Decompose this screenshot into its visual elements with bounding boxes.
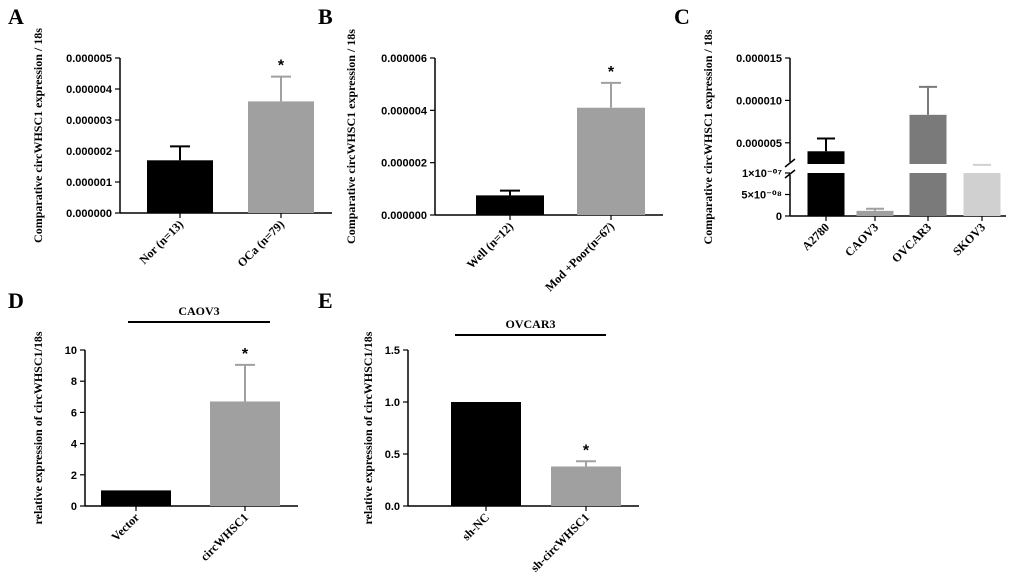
bar-upper [909,114,947,164]
y-tick-label: 1.0 [385,397,400,409]
panel-a: A 0.000000 0.000001 0.000002 0.000003 0.00000… [8,4,332,270]
x-tick-label: A2780 [799,220,832,253]
y-tick-label: 0.000002 [66,146,112,158]
y-tick-label: 0.000010 [736,95,782,107]
y-tick-label: 0.000000 [381,210,427,222]
y-tick-label: 5×10⁻⁰⁸ [741,190,782,202]
significance-marker: * [242,346,249,363]
panel-b: B 0.000000 0.000002 0.000004 0.000006 Compara… [318,4,663,294]
header-label: OVCAR3 [506,317,556,331]
y-tick-label: 2 [71,470,77,482]
y-tick-label: 0 [71,501,77,513]
x-tick-label: OCa (n=79) [234,217,287,270]
panel-letter: D [8,288,24,313]
panel-letter: E [318,288,333,313]
y-tick-label: 0.0 [385,501,400,513]
header-label: CAOV3 [178,304,219,318]
y-tick-label: 10 [65,345,77,357]
panel-letter: B [318,4,333,29]
x-tick-label: SKOV3 [950,220,988,258]
panel-d: D CAOV3 0 2 4 6 8 10 relative expression of circ… [8,288,298,564]
x-tick-label: Vector [109,510,143,544]
y-axis-label: Comparative circWHSC1 expression / 18s [31,28,45,243]
x-tick-label: sh-circWHSC1 [528,510,592,574]
y-tick-label: 0 [776,211,782,223]
bar [248,101,314,213]
bar [856,210,894,216]
y-tick-label: 0.000004 [66,84,113,96]
bar [577,107,645,215]
x-tick-label: Well (n=12) [464,219,516,271]
bar-lower [963,173,1001,216]
panel-e: E OVCAR3 0.0 0.5 1.0 1.5 relative expression o… [318,288,639,575]
y-tick-label: 1×10⁻⁰⁷ [742,168,782,180]
bar-upper [807,151,845,164]
panel-letter: C [674,4,690,29]
panel-c: C 0 5×10⁻⁰⁸ 1×10⁻⁰⁷ 0.000005 0.000010 0.000015… [674,4,1006,265]
y-tick-label: 0.000006 [381,53,427,65]
bar [147,160,213,213]
significance-marker: * [278,58,285,75]
bar [210,401,280,506]
y-axis-label: relative expression of circWHSC1/18s [31,331,45,524]
significance-marker: * [583,442,590,459]
x-tick-label: Nor (n=13) [136,217,186,267]
y-tick-label: 1.5 [385,345,400,357]
axis-break-mark [784,158,796,168]
bar [476,195,544,215]
y-tick-label: 0.000000 [66,208,112,220]
y-axis-label: relative expression of circWHSC1/18s [361,331,375,524]
y-tick-label: 6 [71,407,77,419]
panel-letter: A [8,4,24,29]
y-tick-label: 0.000002 [381,158,427,170]
y-tick-label: 0.000001 [66,177,112,189]
y-tick-label: 0.5 [385,449,400,461]
y-axis-label: Comparative circWHSC1 expression / 18s [701,29,715,244]
bar-lower [807,173,845,216]
y-tick-label: 8 [71,376,77,388]
significance-marker: * [608,64,615,81]
x-tick-label: Mod +Poor(n=67) [542,219,617,294]
y-tick-label: 0.000003 [66,115,112,127]
x-tick-label: OVCAR3 [889,220,934,265]
y-tick-label: 4 [71,439,78,451]
x-tick-label: circWHSC1 [198,510,252,564]
y-tick-label: 0.000015 [736,53,782,65]
bar [551,466,621,506]
bar [101,490,171,506]
bar-lower [909,173,947,216]
y-tick-label: 0.000005 [66,53,112,65]
axis-break-mark [784,169,796,179]
x-tick-label: sh-NC [459,510,492,543]
bar [451,402,521,506]
y-tick-label: 0.000004 [381,105,428,117]
x-tick-label: CAOV3 [842,220,881,259]
y-tick-label: 0.000005 [736,138,782,150]
y-axis-label: Comparative circWHSC1 expression / 18s [344,29,358,244]
